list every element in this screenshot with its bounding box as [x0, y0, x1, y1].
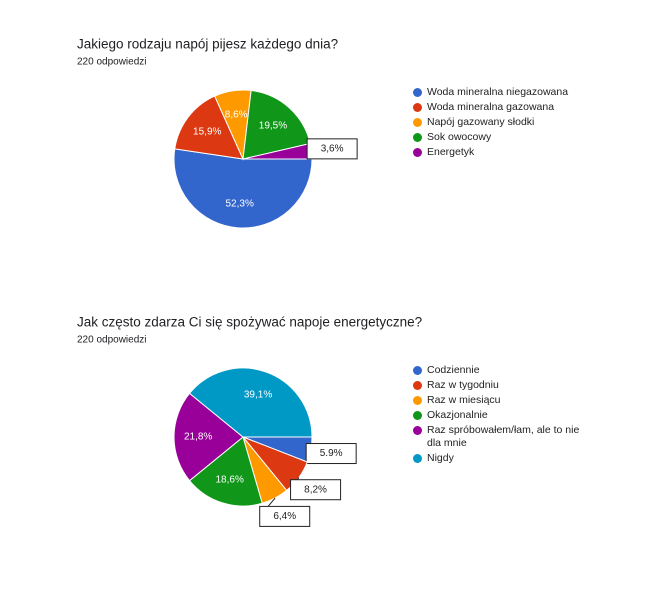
callout-box: [305, 443, 357, 465]
legend-label: Raz spróbowałem/łam, ale to nie dla mnie: [427, 424, 580, 449]
slice-label: 8,2%: [304, 484, 327, 495]
legend-marker: [413, 396, 422, 405]
pie-slice: [188, 436, 263, 507]
legend-label: Codziennie: [427, 364, 480, 376]
chart-subtitle: 220 odpowiedzi: [77, 335, 147, 346]
legend-marker: [413, 426, 422, 435]
legend-marker: [413, 88, 422, 97]
pie-slice: [188, 367, 313, 438]
legend-label: Woda mineralna gazowana: [427, 101, 555, 113]
legend-label: Sok owocowy: [427, 131, 492, 143]
legend-item: Energetyk: [413, 146, 581, 159]
legend-marker: [413, 148, 422, 157]
slice-label: 21,8%: [184, 432, 212, 443]
legend-item: Raz w tygodniu: [413, 379, 581, 392]
legend-marker: [413, 133, 422, 142]
legend-label: Raz w tygodniu: [427, 379, 499, 391]
legend-item: Raz w miesiącu: [413, 394, 581, 407]
slice-label: 19,5%: [259, 120, 287, 131]
callout-box: [306, 138, 358, 160]
legend-item: Woda mineralna gazowana: [413, 101, 581, 114]
chart-title: Jakiego rodzaju napój pijesz każdego dni…: [77, 37, 338, 52]
legend-marker: [413, 103, 422, 112]
slice-label: 18,6%: [215, 474, 243, 485]
pie-slice: [173, 392, 244, 482]
slice-label: 52,3%: [226, 198, 254, 209]
legend-item: Codziennie: [413, 364, 581, 377]
slice-label: 6,4%: [273, 511, 296, 522]
legend-item: Napój gazowany słodki: [413, 116, 581, 129]
chart-title: Jak często zdarza Ci się spożywać napoje…: [77, 315, 422, 330]
legend-marker: [413, 366, 422, 375]
legend-marker: [413, 118, 422, 127]
chart-subtitle: 220 odpowiedzi: [77, 57, 147, 68]
legend-item: Okazjonalnie: [413, 409, 581, 422]
pie-slice: [242, 89, 311, 160]
slice-label: 3,6%: [321, 144, 344, 155]
legend-marker: [413, 381, 422, 390]
legend-label: Nigdy: [427, 452, 454, 464]
slice-label: 8,6%: [225, 109, 248, 120]
slice-label: 5.9%: [320, 448, 343, 459]
legend-label: Raz w miesiącu: [427, 394, 501, 406]
legend-label: Energetyk: [427, 146, 475, 158]
legend-label: Napój gazowany słodki: [427, 116, 535, 128]
slice-label: 39,1%: [244, 389, 272, 400]
legend-item: Woda mineralna niegazowana: [413, 86, 581, 99]
legend-label: Woda mineralna niegazowana: [427, 86, 569, 98]
pie-slice: [174, 95, 244, 160]
legend-marker: [413, 454, 422, 463]
callout-box: [290, 479, 342, 501]
legend: Woda mineralna niegazowana Woda mineralna…: [413, 86, 581, 161]
legend-marker: [413, 411, 422, 420]
legend-label: Okazjonalnie: [427, 409, 488, 421]
pie-slice: [173, 148, 313, 229]
legend-item: Nigdy: [413, 452, 581, 465]
callout-box: [259, 505, 311, 527]
slice-label: 15,9%: [193, 127, 221, 138]
legend-item: Sok owocowy: [413, 131, 581, 144]
legend: Codziennie Raz w tygodniu Raz w miesiącu Ok…: [413, 364, 581, 467]
legend-item: Raz spróbowałem/łam, ale to nie dla mnie: [413, 424, 581, 450]
